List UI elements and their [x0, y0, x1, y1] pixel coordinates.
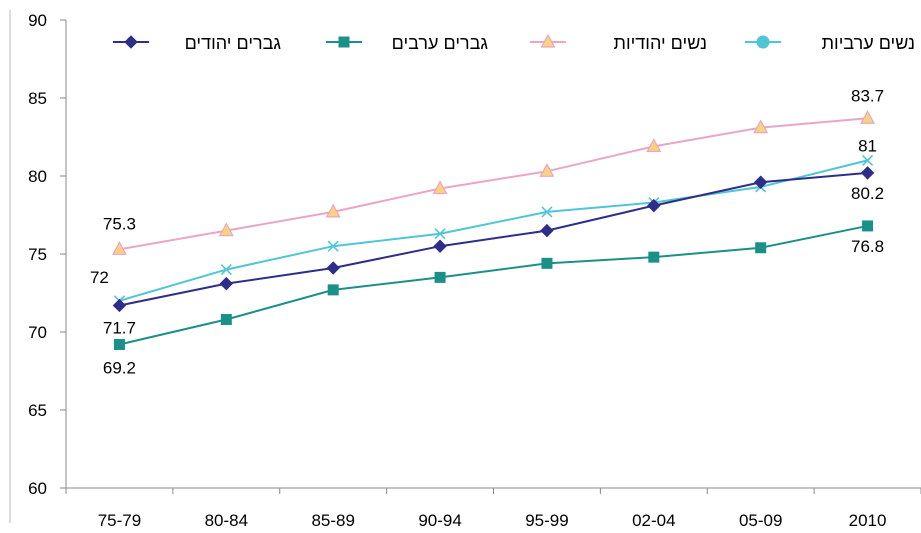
series-line	[119, 159, 868, 302]
data-point	[540, 223, 554, 238]
data-point	[755, 242, 767, 254]
data-point	[220, 314, 232, 326]
data-point	[432, 180, 448, 195]
data-point	[111, 241, 127, 255]
y-tick-label: 60	[28, 479, 47, 498]
legend-item-3: נשים ערביות	[745, 33, 915, 53]
data-point	[753, 119, 769, 134]
legend-item-1: גברים ערבים	[326, 33, 488, 53]
y-tick-label: 90	[28, 11, 47, 30]
series-line	[119, 117, 868, 251]
x-marker-stroke	[434, 228, 446, 240]
data-point	[861, 154, 874, 166]
data-point	[327, 240, 339, 252]
data-label: 75.3	[103, 214, 136, 233]
series-2	[111, 110, 876, 255]
data-point	[433, 239, 447, 253]
data-point	[648, 251, 660, 263]
data-label: 83.7	[851, 86, 884, 105]
x-tick-label: 75-79	[98, 511, 141, 530]
data-labels: 71.7 80.2 69.2 76.8 75.3 83.7 72 81	[90, 86, 884, 377]
data-point	[219, 276, 234, 291]
data-label: 81	[858, 136, 877, 155]
series-line	[119, 171, 868, 307]
y-tick-label: 70	[28, 323, 47, 342]
legend-item-0: גברים יהודים	[113, 33, 281, 53]
data-label: 69.2	[103, 358, 136, 377]
legend-item-2: נשים יהודיות	[530, 33, 707, 53]
y-tick-label: 80	[28, 167, 47, 186]
y-tick-label: 85	[28, 89, 47, 108]
y-axis-ticks: 60 65 70 75 80 85 90	[28, 11, 66, 498]
data-point	[113, 338, 125, 350]
series-line	[119, 224, 868, 346]
data-point	[434, 228, 446, 240]
data-label: 72	[90, 268, 109, 287]
legend-label: נשים ערביות	[822, 33, 915, 53]
data-point	[325, 203, 341, 218]
data-point	[218, 222, 234, 237]
data-label: 76.8	[851, 237, 884, 256]
data-point	[112, 298, 127, 313]
x-tick-label: 2010	[849, 511, 887, 530]
series-layer	[111, 110, 876, 350]
x-tick-label: 80-84	[205, 511, 248, 530]
data-point	[220, 264, 232, 276]
legend-marker	[756, 35, 770, 49]
series-1	[113, 220, 874, 350]
legend-marker	[124, 35, 138, 49]
y-tick-label: 65	[28, 401, 47, 420]
axes	[9, 10, 921, 523]
data-label: 71.7	[103, 318, 136, 337]
data-point	[646, 138, 662, 152]
legend-marker	[540, 33, 556, 48]
data-point	[434, 271, 446, 283]
x-marker-stroke	[327, 240, 339, 252]
data-point	[862, 220, 874, 232]
x-marker-stroke	[220, 264, 232, 276]
x-axis-ticks: 75-79 80-84 85-89 90-94 95-99 02-04 05-09 2010	[65, 488, 921, 530]
x-tick-label: 02-04	[632, 511, 675, 530]
data-point	[541, 206, 553, 218]
y-tick-label: 75	[28, 245, 47, 264]
data-point	[860, 166, 875, 180]
x-marker-stroke	[861, 154, 874, 166]
x-tick-label: 05-09	[739, 511, 782, 530]
data-point	[753, 175, 768, 189]
x-marker-stroke	[541, 206, 553, 218]
x-tick-label: 95-99	[525, 511, 568, 530]
legend-label: גברים יהודים	[185, 33, 282, 53]
legend-marker	[338, 36, 350, 48]
data-point	[327, 284, 339, 296]
x-tick-label: 90-94	[418, 511, 461, 530]
data-point	[860, 110, 876, 124]
data-point	[326, 261, 340, 275]
series-0	[112, 166, 875, 313]
x-tick-label: 85-89	[311, 511, 354, 530]
data-point	[539, 163, 555, 177]
legend-label: גברים ערבים	[392, 33, 489, 53]
data-point	[541, 257, 553, 269]
data-point	[647, 198, 661, 213]
legend-label: נשים יהודיות	[614, 33, 707, 53]
data-label: 80.2	[851, 184, 884, 203]
legend: נשים ערביות נשים יהודיות גברים ערבים גברים …	[113, 33, 915, 53]
